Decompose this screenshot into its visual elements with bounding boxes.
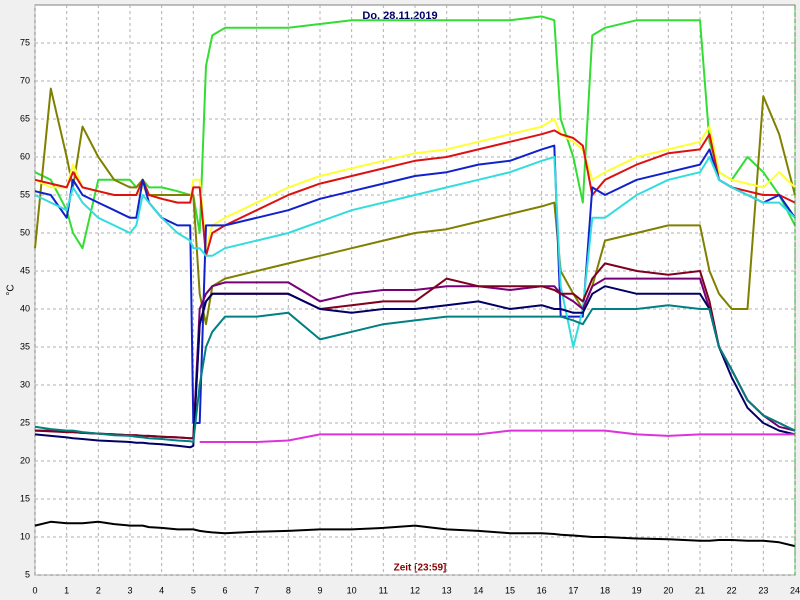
- chart-title: Do, 28.11.2019: [362, 10, 437, 22]
- x-tick-label: 14: [473, 585, 483, 595]
- y-tick-label: 35: [20, 341, 30, 351]
- x-tick-label: 12: [410, 585, 420, 595]
- x-tick-label: 4: [159, 585, 164, 595]
- x-tick-label: 8: [286, 585, 291, 595]
- y-tick-label: 45: [20, 265, 30, 275]
- y-tick-label: 20: [20, 455, 30, 465]
- x-tick-label: 1: [64, 585, 69, 595]
- x-tick-label: 22: [727, 585, 737, 595]
- x-tick-label: 24: [790, 585, 800, 595]
- series-line: [34, 129, 796, 257]
- y-tick-label: 30: [20, 379, 30, 389]
- x-tick-label: 16: [537, 585, 547, 595]
- series-line: [34, 87, 796, 326]
- x-tick-label: 2: [96, 585, 101, 595]
- y-tick-label: 10: [20, 531, 30, 541]
- series-line: [199, 429, 795, 443]
- x-tick-label: 9: [317, 585, 322, 595]
- y-tick-label: 50: [20, 227, 30, 237]
- x-tick-label: 6: [222, 585, 227, 595]
- x-tick-label: 19: [632, 585, 642, 595]
- x-tick-label: 21: [695, 585, 705, 595]
- x-tick-label: 20: [663, 585, 673, 595]
- x-axis-label: Zeit [23:59]: [394, 563, 447, 574]
- y-axis-label: °C: [6, 284, 17, 295]
- lines: [34, 15, 796, 548]
- x-tick-label: 5: [191, 585, 196, 595]
- x-tick-label: 7: [254, 585, 259, 595]
- y-tick-label: 40: [20, 303, 30, 313]
- x-tick-label: 15: [505, 585, 515, 595]
- y-tick-label: 55: [20, 189, 30, 199]
- series-line: [34, 156, 796, 348]
- y-tick-label: 60: [20, 151, 30, 161]
- series-line: [34, 304, 796, 443]
- series-line: [34, 520, 796, 548]
- x-tick-label: 10: [347, 585, 357, 595]
- x-tick-label: 13: [442, 585, 452, 595]
- y-tick-label: 25: [20, 417, 30, 427]
- series-line: [34, 144, 796, 424]
- x-tick-label: 11: [379, 585, 388, 595]
- x-tick-label: 18: [600, 585, 610, 595]
- y-tick-label: 65: [20, 113, 30, 123]
- y-tick-label: 5: [25, 569, 30, 579]
- x-tick-label: 3: [127, 585, 132, 595]
- x-tick-label: 0: [32, 585, 37, 595]
- x-tick-label: 17: [568, 585, 578, 595]
- y-tick-label: 70: [20, 75, 30, 85]
- series-line: [34, 15, 796, 250]
- y-tick-label: 15: [20, 493, 30, 503]
- series-line: [34, 285, 796, 449]
- x-tick-label: 23: [758, 585, 768, 595]
- y-tick-label: 75: [20, 37, 30, 47]
